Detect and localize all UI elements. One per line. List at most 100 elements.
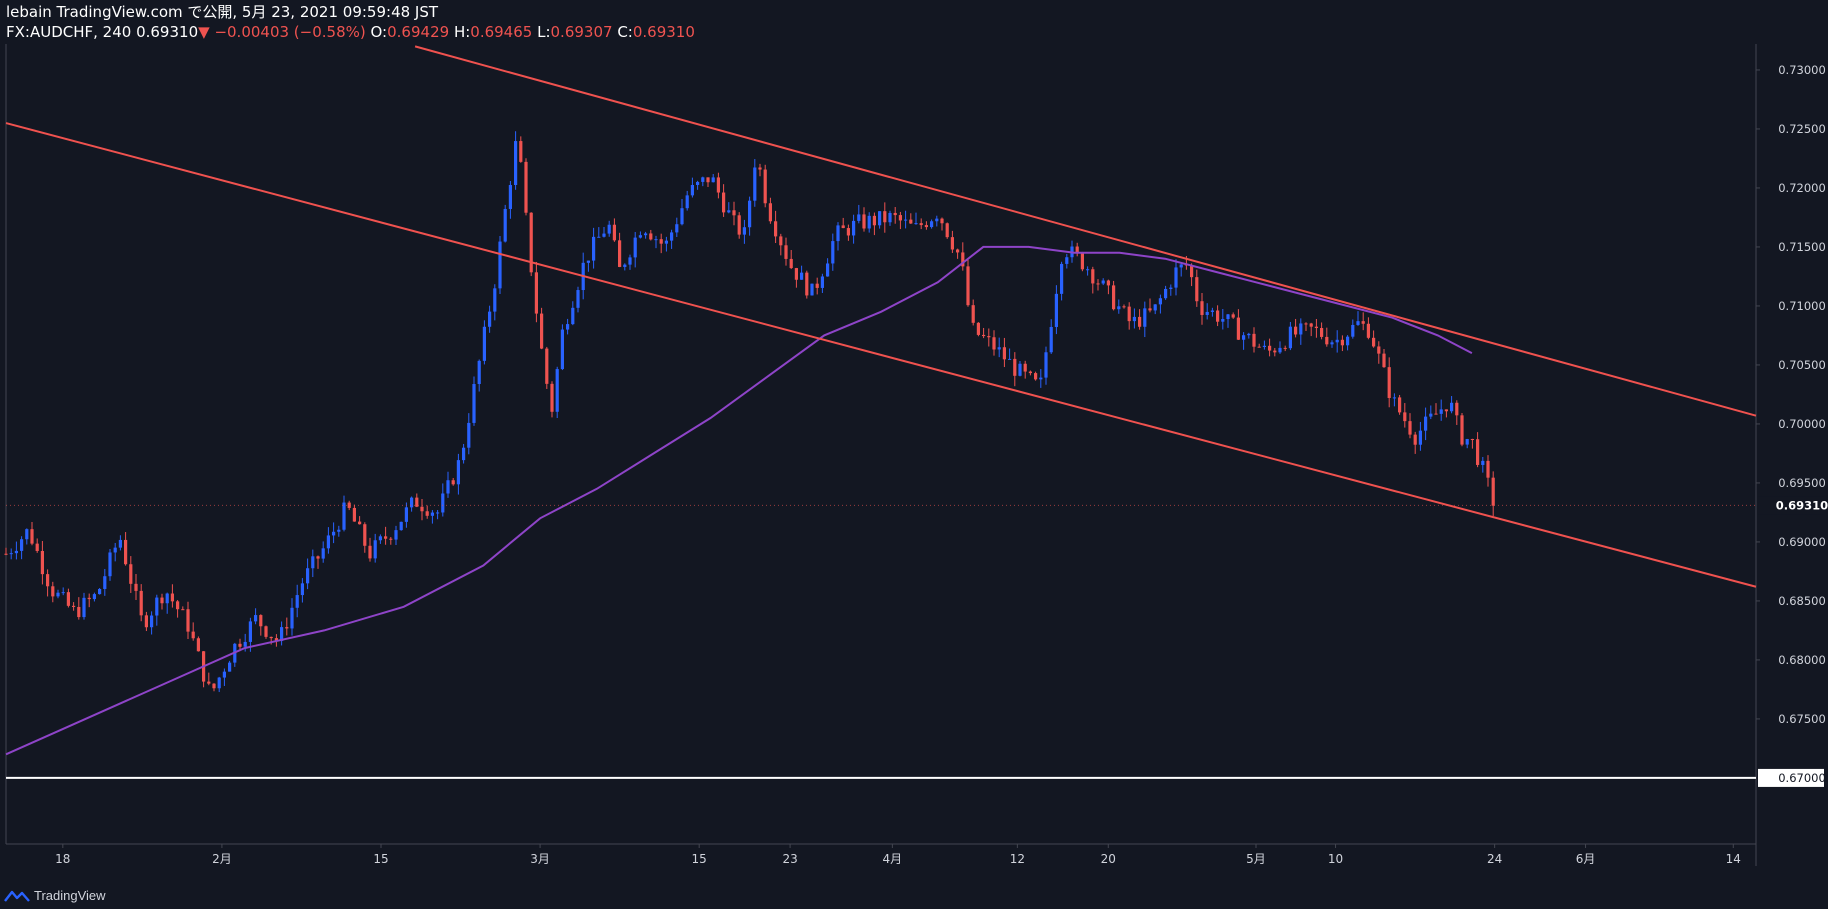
candle-body bbox=[997, 347, 1001, 350]
candle-body bbox=[108, 552, 112, 577]
candle-body bbox=[155, 597, 159, 616]
candle-body bbox=[919, 223, 923, 226]
candle-body bbox=[1309, 323, 1313, 327]
candle-body bbox=[98, 588, 102, 595]
candle-body bbox=[1164, 288, 1168, 299]
time-tick-label: 12 bbox=[1010, 852, 1025, 866]
candle-body bbox=[1044, 352, 1048, 378]
candle-body bbox=[1314, 326, 1318, 329]
candle-body bbox=[1221, 319, 1225, 322]
candle-body bbox=[1403, 412, 1407, 422]
candle-body bbox=[644, 233, 648, 236]
candle-body bbox=[1351, 324, 1355, 337]
candle-body bbox=[1460, 415, 1464, 445]
candle-body bbox=[1439, 409, 1443, 414]
chart-header: lebain TradingView.com で公開, 5月 23, 2021 … bbox=[6, 2, 695, 42]
candle-body bbox=[165, 593, 169, 604]
candle-body bbox=[1028, 371, 1032, 374]
candle-body bbox=[737, 215, 741, 235]
candle-body bbox=[555, 369, 559, 412]
candle-body bbox=[1117, 306, 1121, 310]
lower-trendline[interactable] bbox=[5, 122, 1757, 588]
candle-body bbox=[784, 245, 788, 259]
candle-body bbox=[950, 237, 954, 250]
candle-body bbox=[399, 521, 403, 531]
candle-body bbox=[1486, 460, 1490, 478]
candle-body bbox=[1330, 342, 1334, 345]
candle-body bbox=[529, 212, 533, 273]
candle-body bbox=[347, 502, 351, 508]
candle-body bbox=[846, 228, 850, 236]
price-tick-label: 0.69000 bbox=[1778, 535, 1826, 549]
price-tick-label: 0.67000 bbox=[1778, 771, 1826, 785]
candle-body bbox=[51, 586, 55, 597]
candle-body bbox=[675, 224, 679, 233]
horizontal-line-price-badge bbox=[1758, 768, 1824, 787]
candle-body bbox=[727, 210, 731, 213]
candle-body bbox=[805, 272, 809, 296]
candle-body bbox=[451, 480, 455, 485]
moving-average-series bbox=[5, 245, 1473, 756]
candle-body bbox=[1335, 339, 1339, 343]
candle-body bbox=[878, 211, 882, 226]
candle-body bbox=[1257, 346, 1261, 348]
price-tick-label: 0.68500 bbox=[1778, 594, 1826, 608]
candle-body bbox=[425, 511, 429, 516]
candle-body bbox=[259, 615, 263, 627]
candle-body bbox=[1398, 397, 1402, 413]
time-tick-label: 6月 bbox=[1576, 852, 1596, 866]
candle-body bbox=[841, 225, 845, 229]
candle-body bbox=[1372, 337, 1376, 347]
candle-body bbox=[810, 283, 814, 296]
down-arrow-icon: ▼ bbox=[198, 23, 210, 41]
candle-body bbox=[1325, 336, 1329, 345]
candle-body bbox=[482, 326, 486, 361]
candle-body bbox=[9, 553, 13, 555]
candle-body bbox=[633, 237, 637, 258]
candle-body bbox=[378, 536, 382, 541]
last-price: 0.69310 bbox=[136, 23, 199, 41]
candle-body bbox=[1190, 265, 1194, 278]
candle-body bbox=[576, 290, 580, 308]
candle-body bbox=[332, 531, 336, 536]
candle-body bbox=[1216, 310, 1220, 322]
candle-body bbox=[176, 601, 180, 610]
candle-body bbox=[971, 305, 975, 323]
candle-body bbox=[1122, 306, 1126, 308]
price-axis[interactable]: 0.73000 0.72500 0.72000 0.71500 0.71000 0.705… bbox=[1756, 63, 1828, 787]
candle-body bbox=[61, 592, 65, 594]
candle-body bbox=[914, 223, 918, 225]
candle-body bbox=[20, 539, 24, 551]
candle-body bbox=[1018, 363, 1022, 376]
candle-body bbox=[550, 383, 554, 412]
candle-body bbox=[862, 214, 866, 229]
candle-body bbox=[893, 212, 897, 216]
upper-trendline[interactable] bbox=[414, 45, 1757, 417]
candle-body bbox=[883, 211, 887, 223]
trendline-group[interactable] bbox=[5, 45, 1757, 588]
candle-body bbox=[14, 550, 18, 554]
candle-body bbox=[924, 225, 928, 228]
price-tick-label: 0.70000 bbox=[1778, 417, 1826, 431]
candle-body bbox=[285, 627, 289, 629]
time-tick-label: 5月 bbox=[1246, 852, 1266, 866]
candle-body bbox=[1023, 363, 1027, 372]
price-tick-label: 0.69500 bbox=[1778, 476, 1826, 490]
candle-body bbox=[1132, 316, 1136, 322]
candle-body bbox=[493, 288, 497, 312]
candle-body bbox=[1304, 323, 1308, 325]
candle-body bbox=[930, 221, 934, 228]
candle-body bbox=[306, 568, 310, 584]
candle-body bbox=[1205, 311, 1209, 315]
price-tick-label: 0.73000 bbox=[1778, 63, 1826, 77]
candle-body bbox=[1247, 333, 1251, 336]
symbol-label[interactable]: FX:AUDCHF, 240 bbox=[6, 23, 132, 41]
time-axis[interactable]: 18 2月 15 3月 15 23 4月 12 20 5月 10 24 6月 14 bbox=[55, 844, 1741, 866]
candle-body bbox=[1174, 267, 1178, 288]
brand-footer[interactable]: TradingView bbox=[4, 888, 106, 903]
candle-body bbox=[508, 185, 512, 209]
candle-body bbox=[358, 521, 362, 525]
horizontal-line-group[interactable] bbox=[6, 504, 1756, 779]
candle-body bbox=[1424, 416, 1428, 431]
